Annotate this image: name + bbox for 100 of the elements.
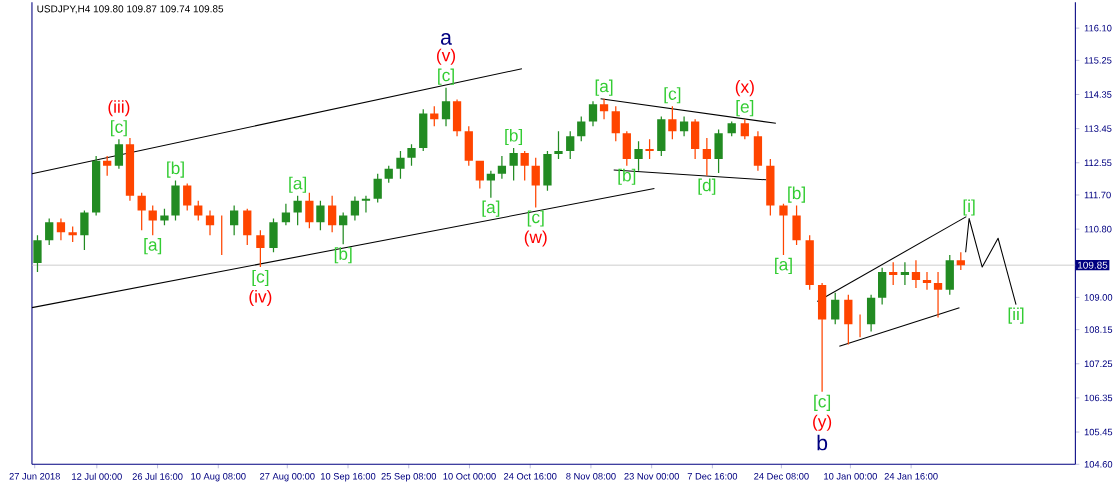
annotation: [a] (144, 238, 162, 255)
y-tick-label: 108.15 (1084, 326, 1113, 333)
y-tick-label: 109.00 (1084, 293, 1113, 301)
annotation: [b] (618, 168, 636, 185)
annotation: [b] (334, 247, 352, 264)
candlestick (554, 131, 563, 159)
x-tick-label: 12 Jul 00:00 (72, 472, 122, 480)
candlestick (56, 218, 66, 241)
candlestick (384, 165, 393, 183)
y-tick-label: 106.35 (1084, 394, 1113, 402)
candlestick (779, 203, 788, 255)
candlestick (430, 106, 439, 127)
annotation: [c] (664, 87, 681, 104)
x-tick-label: 10 Sep 16:00 (321, 472, 376, 482)
y-tick-label: 115.25 (1084, 56, 1112, 64)
candlestick (817, 282, 827, 392)
candlestick (956, 252, 965, 270)
x-tick-label: 10 Oct 00:00 (443, 472, 496, 480)
candlestick (373, 173, 382, 203)
y-tick-label: 113.45 (1084, 125, 1112, 132)
y-tick-label: 111.70 (1084, 191, 1111, 199)
candlestick (805, 235, 814, 290)
candlestick (727, 121, 736, 137)
candlestick (753, 131, 763, 171)
annotation: (iv) (249, 289, 272, 306)
candlestick (103, 155, 112, 176)
annotation: (v) (436, 48, 456, 65)
chart-title: USDJPY,H4 109.80 109.87 109.74 109.85 (37, 5, 224, 14)
candlestick (316, 200, 325, 231)
annotation: [c] (527, 210, 544, 227)
candlestick (256, 230, 265, 267)
candlestick (657, 116, 666, 156)
annotation: [d] (698, 178, 716, 195)
annotation: [b] (505, 128, 523, 145)
candlestick (350, 196, 360, 221)
candlestick (328, 195, 337, 233)
candlestick (844, 294, 853, 345)
candlestick (531, 157, 540, 208)
candlestick (452, 99, 462, 137)
y-tick-label: 112.55 (1084, 159, 1112, 166)
candlestick (878, 267, 887, 305)
candlestick (497, 155, 507, 179)
candlestick (622, 131, 631, 166)
candlestick (922, 271, 932, 290)
annotation: [e] (736, 99, 754, 117)
candlestick (690, 119, 700, 159)
candlestick (339, 212, 348, 245)
candlestick (645, 139, 654, 159)
candlestick (831, 292, 840, 325)
annotation: b (817, 434, 828, 451)
candlestick (911, 260, 921, 288)
candlestick (419, 109, 428, 151)
candlestick (543, 150, 552, 191)
annotation: [c] (252, 269, 269, 286)
candlestick (599, 98, 609, 120)
candlestick (611, 106, 620, 142)
candlestick (80, 210, 89, 250)
candlestick (792, 205, 801, 245)
candlestick (114, 139, 124, 169)
x-tick-label: 27 Aug 00:00 (260, 472, 315, 482)
annotation: (x) (735, 79, 754, 97)
candlestick (486, 170, 496, 198)
candlestick (293, 195, 302, 226)
y-tick-label: 104.60 (1084, 460, 1113, 468)
candlestick (361, 195, 371, 213)
candlestick (183, 183, 192, 211)
annotation: a (440, 33, 452, 45)
candlestick (205, 210, 215, 236)
annotation: [b] (167, 161, 184, 178)
annotation: [c] (111, 120, 127, 137)
candlestick (933, 271, 943, 318)
candlestick (464, 126, 473, 166)
candlestick (509, 147, 518, 181)
y-tick-label: 110.80 (1084, 225, 1112, 233)
x-tick-label: 10 Jan 00:00 (824, 472, 877, 480)
candlestick (269, 218, 278, 253)
annotation: [c] (438, 68, 454, 85)
candlestick (137, 192, 146, 231)
annotation: [b] (788, 186, 805, 203)
candlestick (766, 158, 775, 216)
annotation: (w) (524, 230, 547, 247)
y-tick-label: 107.25 (1084, 360, 1113, 367)
candlestick (714, 129, 723, 173)
candlestick (634, 141, 643, 171)
candlestick (668, 106, 677, 140)
y-tick-label: 116.10 (1084, 24, 1112, 32)
x-tick-label: 10 Aug 08:00 (191, 472, 246, 482)
x-tick-label: 24 Dec 08:00 (754, 472, 809, 480)
candlestick (740, 119, 749, 140)
x-tick-label: 23 Nov 00:00 (624, 472, 679, 480)
x-tick-label: 25 Sep 08:00 (381, 472, 437, 482)
candlestick (900, 262, 910, 285)
candlestick (160, 208, 169, 226)
candlestick (33, 235, 42, 272)
x-tick-label: 8 Nov 08:00 (566, 472, 616, 480)
x-tick-label: 24 Oct 16:00 (503, 472, 557, 480)
candlestick (396, 150, 405, 179)
candlestick (243, 208, 252, 245)
candlestick (407, 144, 416, 166)
candlestick (866, 294, 876, 332)
